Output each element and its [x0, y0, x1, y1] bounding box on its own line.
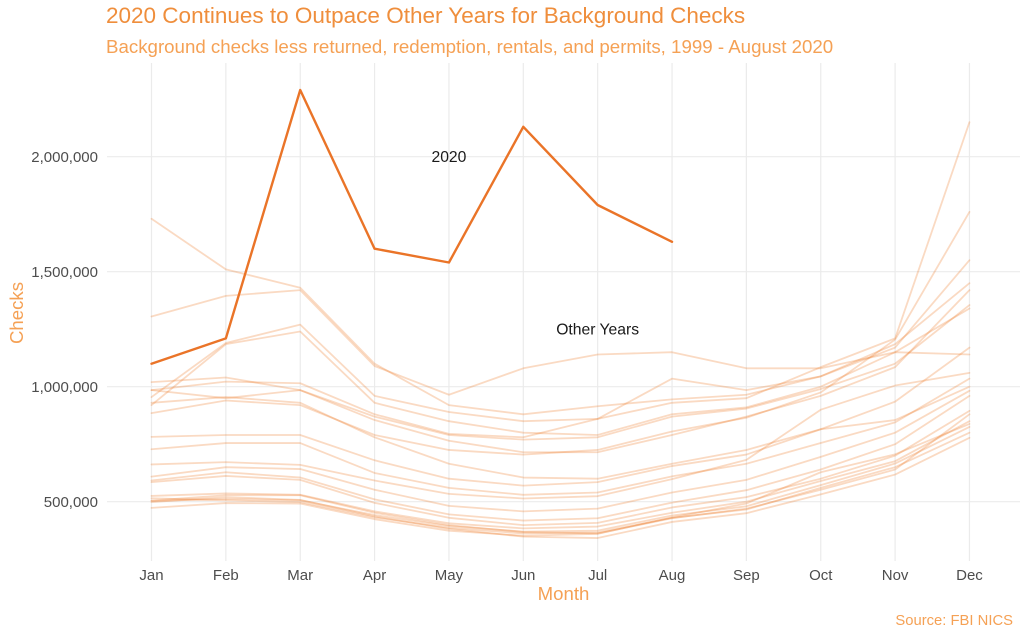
x-tick-label: Aug — [659, 567, 686, 584]
y-tick-label: 500,000 — [44, 494, 98, 511]
series-line-2015 — [150, 121, 971, 439]
series-line-2017 — [150, 304, 971, 441]
series-lines — [150, 88, 971, 539]
series-line-1999 — [150, 413, 971, 535]
y-tick-label: 2,000,000 — [31, 149, 98, 166]
x-tick-label: Apr — [363, 567, 386, 584]
y-tick-label: 1,000,000 — [31, 379, 98, 396]
series-line-2019 — [150, 259, 971, 423]
x-tick-label: Jun — [511, 567, 535, 584]
series-line-2007 — [150, 389, 971, 513]
source-caption: Source: FBI NICS — [895, 613, 1013, 629]
series-line-2001 — [150, 423, 971, 537]
chart-title: 2020 Continues to Outpace Other Years fo… — [106, 3, 746, 28]
series-line-2013 — [150, 217, 971, 416]
x-axis-title: Month — [537, 583, 590, 604]
x-tick-label: Dec — [956, 567, 983, 584]
series-line-2009 — [150, 385, 971, 480]
series-line-2005 — [150, 409, 971, 527]
series-line-2012 — [150, 211, 971, 456]
series-line-2010 — [150, 377, 971, 496]
series-line-2014 — [150, 289, 971, 454]
series-line-2004 — [150, 420, 971, 530]
annotation-other-years: Other Years — [556, 322, 639, 339]
x-tick-label: Jul — [588, 567, 607, 584]
x-tick-label: May — [435, 567, 464, 584]
chart-subtitle: Background checks less returned, redempt… — [106, 36, 834, 57]
x-tick-label: Feb — [213, 567, 239, 584]
axis-tick-labels: 500,000 1,000,000 1,500,000 2,000,000 Jan Feb… — [31, 149, 983, 584]
series-line-2020 — [150, 88, 674, 365]
x-tick-label: Jan — [139, 567, 163, 584]
series-line-2006 — [150, 395, 971, 522]
series-line-2008 — [150, 372, 971, 500]
series-line-2003 — [150, 426, 971, 533]
series-line-2002 — [150, 431, 971, 535]
series-line-2000 — [150, 436, 971, 539]
x-tick-label: Oct — [809, 567, 833, 584]
annotation-2020: 2020 — [431, 149, 466, 166]
series-line-2018 — [150, 307, 971, 436]
x-tick-label: Nov — [882, 567, 909, 584]
x-tick-label: Mar — [287, 567, 313, 584]
y-tick-label: 1,500,000 — [31, 264, 98, 281]
series-line-2011 — [150, 346, 971, 487]
gridlines — [107, 63, 1020, 561]
series-line-2016 — [150, 289, 971, 396]
x-tick-label: Sep — [733, 567, 760, 584]
